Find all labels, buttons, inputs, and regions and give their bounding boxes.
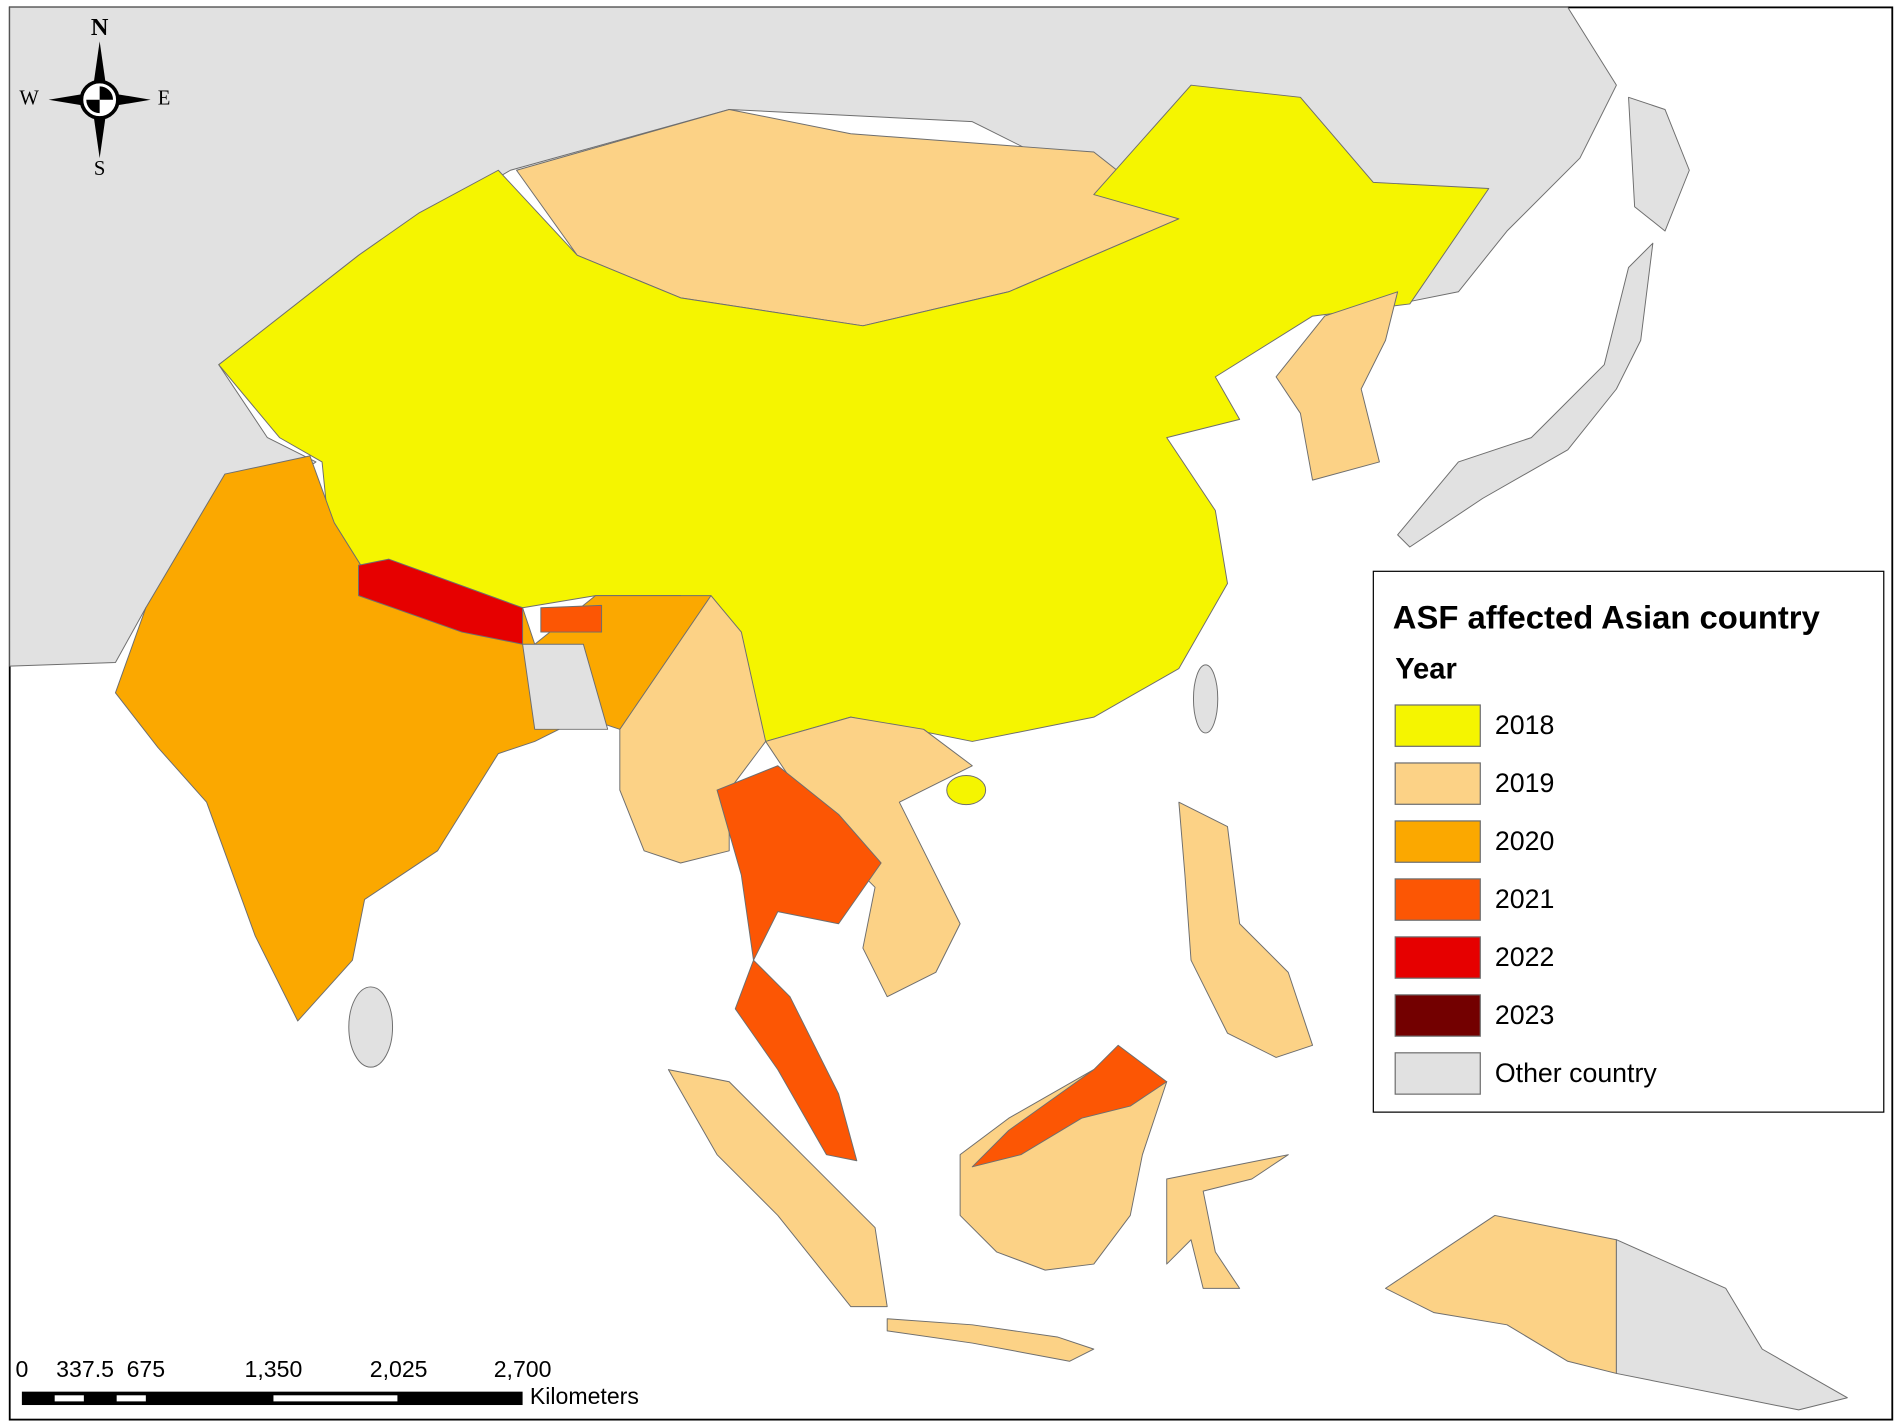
country <box>667 1069 888 1308</box>
country <box>218 84 1490 742</box>
legend-swatch <box>1394 762 1481 805</box>
country <box>348 986 394 1068</box>
compass-n: N <box>91 14 109 41</box>
scale-unit: Kilometers <box>530 1383 639 1409</box>
country <box>1615 1239 1848 1411</box>
scale-bar-segment <box>54 1395 84 1402</box>
scale-label: 337.5 <box>56 1356 114 1382</box>
compass-w: W <box>19 87 39 109</box>
country <box>1166 1154 1289 1289</box>
legend-swatch <box>1394 704 1481 747</box>
legend-swatch <box>1394 878 1481 921</box>
scale-label: 1,350 <box>245 1356 303 1382</box>
scale-bar-frame <box>21 1391 523 1406</box>
scale-label: 2,700 <box>494 1356 552 1382</box>
scale-bar-segment <box>116 1395 146 1402</box>
country <box>734 959 858 1162</box>
legend-swatch <box>1394 1052 1481 1095</box>
legend: ASF affected Asian country Year 2018 2019… <box>1372 570 1885 1113</box>
scale-label: 675 <box>127 1356 166 1382</box>
compass: N S E W <box>19 14 170 180</box>
compass-e: E <box>158 87 171 109</box>
legend-swatch <box>1394 936 1481 979</box>
lands <box>9 6 1848 1411</box>
legend-title: ASF affected Asian country <box>1393 599 1821 636</box>
country <box>886 1318 1095 1362</box>
country <box>716 765 882 961</box>
legend-label: Other country <box>1495 1058 1658 1088</box>
legend-swatch <box>1394 994 1481 1037</box>
legend-swatch <box>1394 820 1481 863</box>
scale-bar-segment <box>273 1395 398 1402</box>
country <box>540 604 603 633</box>
scale-bar: Kilometers 0 337.5 675 1,350 2,025 2,700 <box>15 1356 638 1409</box>
country <box>1275 291 1399 481</box>
scale-label: 2,025 <box>370 1356 428 1382</box>
country <box>959 1069 1168 1271</box>
legend-label: 2022 <box>1495 942 1554 972</box>
legend-label: 2023 <box>1495 1000 1554 1030</box>
country <box>1628 96 1690 232</box>
legend-label: 2019 <box>1495 768 1554 798</box>
country <box>522 643 609 730</box>
legend-label: 2018 <box>1495 710 1554 740</box>
compass-s: S <box>94 158 105 180</box>
country <box>1178 801 1314 1058</box>
country <box>1192 664 1219 734</box>
country <box>1397 242 1654 548</box>
country <box>971 1044 1168 1168</box>
compass-center <box>86 86 114 114</box>
country <box>946 774 987 806</box>
scale-label: 0 <box>15 1356 28 1382</box>
legend-label: 2021 <box>1495 884 1554 914</box>
legend-subtitle: Year <box>1395 654 1457 686</box>
legend-label: 2020 <box>1495 826 1554 856</box>
country <box>1384 1214 1617 1374</box>
